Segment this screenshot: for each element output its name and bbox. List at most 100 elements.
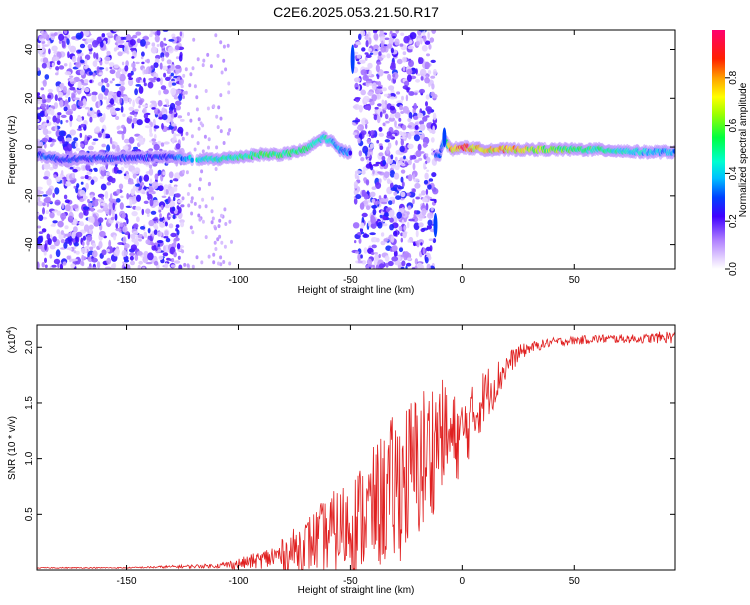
noise-blob [122,113,126,118]
noise-blob [190,196,194,201]
x-tick-label: 0 [460,275,466,286]
noise-blob [412,188,416,193]
noise-blob [149,126,153,135]
noise-blob [80,181,84,185]
noise-blob [95,52,99,60]
noise-blob [428,43,432,50]
noise-blob [40,103,47,109]
noise-blob [371,82,377,91]
noise-blob [407,132,412,140]
noise-blob [214,247,218,251]
noise-blob [192,37,196,42]
noise-blob [400,136,406,140]
noise-blob [105,171,111,176]
noise-blob [101,143,107,148]
noise-blob [92,250,98,258]
noise-blob [366,138,371,145]
noise-blob [395,126,403,129]
noise-blob [380,232,385,237]
noise-blob [206,52,210,57]
noise-blob [86,239,90,246]
noise-blob [391,245,398,252]
noise-blob [69,129,77,136]
noise-blob [135,206,142,211]
noise-blob [145,261,153,265]
noise-blob [408,218,415,222]
noise-blob [384,212,390,217]
noise-blob [177,126,184,134]
noise-blob [406,221,410,229]
noise-blob [204,204,208,209]
noise-blob [152,199,159,207]
noise-blob [354,97,361,100]
noise-blob [176,243,181,250]
noise-blob [150,46,158,54]
noise-blob [78,212,84,219]
noise-blob [372,208,377,216]
noise-blob [151,107,156,110]
noise-blob [370,134,375,139]
ridge-mark [672,148,675,154]
noise-blob [161,195,167,198]
noise-blob [413,222,420,231]
noise-blob [60,212,67,220]
noise-blob [129,255,134,261]
noise-blob [71,55,77,63]
noise-blob [159,213,162,219]
noise-blob [89,109,95,117]
noise-blob [175,105,181,111]
noise-blob [63,194,68,200]
noise-blob [144,125,151,129]
noise-blob [122,95,129,102]
noise-blob [210,209,214,214]
noise-blob [226,131,230,136]
noise-blob [145,67,149,75]
noise-blob [429,37,435,43]
noise-blob [168,171,174,179]
noise-blob [89,79,93,84]
noise-blob [430,207,434,211]
noise-blob [384,139,390,143]
noise-blob [401,163,406,167]
noise-blob [369,100,375,106]
noise-blob [151,244,157,251]
noise-blob [373,252,378,255]
noise-blob [431,148,435,152]
noise-blob [58,65,65,70]
noise-blob [137,264,141,269]
noise-blob [119,222,124,227]
noise-blob [155,54,161,60]
noise-blob [63,86,67,93]
noise-blob [424,61,430,70]
noise-blob [369,232,376,236]
noise-blob [111,264,116,269]
noise-blob [64,181,72,187]
noise-blob [170,232,177,238]
snr-yscale-label: (x104) [6,327,18,354]
noise-blob [45,98,52,103]
noise-blob [408,49,413,53]
noise-blob [69,114,73,122]
noise-blob [388,37,394,45]
noise-blob [68,215,74,223]
noise-blob [110,177,116,184]
noise-blob [360,89,367,96]
streak-mark [350,44,355,74]
noise-blob [159,77,163,86]
noise-blob [120,195,124,199]
noise-blob [69,247,73,251]
noise-blob [364,35,369,41]
noise-blob [156,44,160,47]
noise-blob [163,236,169,239]
noise-blob [128,136,135,144]
noise-blob [389,30,393,35]
noise-blob [180,204,185,208]
noise-blob [376,89,383,94]
noise-blob [41,62,47,69]
noise-blob [64,199,70,204]
noise-blob [63,176,67,185]
noise-blob [82,241,85,246]
noise-blob [371,244,377,249]
noise-blob [360,222,365,229]
noise-blob [361,170,366,175]
